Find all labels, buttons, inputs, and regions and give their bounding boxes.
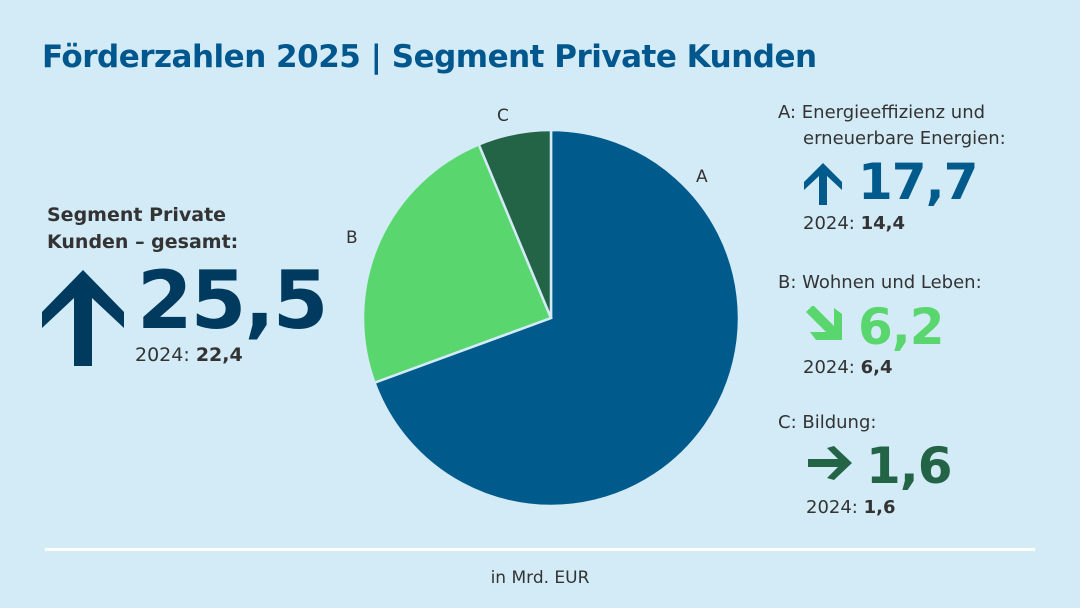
segment-b-value: 6,2 [858, 298, 945, 356]
pie-chart [361, 128, 741, 508]
total-prev-year: 2024: 22,4 [135, 344, 243, 366]
segment-b-prev-year: 2024: 6,4 [803, 357, 893, 378]
total-label-line1: Segment Private [47, 204, 227, 226]
segment-b-label: B: Wohnen und Leben: [778, 272, 982, 293]
pie-slice-c [477, 128, 553, 319]
total-label-line2: Kunden – gesamt: [47, 231, 239, 253]
page-title: Förderzahlen 2025 | Segment Private Kund… [42, 39, 817, 75]
arrow-up-icon [42, 270, 124, 366]
pie-slice-b [361, 142, 553, 385]
pie-label-a: A [696, 167, 708, 187]
segment-c-label: C: Bildung: [778, 412, 877, 433]
arrow-down-right-icon [806, 306, 842, 340]
divider [45, 548, 1035, 551]
segment-a-label-line1: A: Energieeffizienz und [778, 102, 986, 123]
arrow-up-icon [804, 163, 842, 205]
segment-a-prev-year: 2024: 14,4 [803, 213, 906, 234]
arrow-right-icon [808, 446, 852, 480]
segment-c-value: 1,6 [866, 437, 953, 495]
pie-slice-a [372, 128, 741, 508]
segment-c-prev-year: 2024: 1,6 [806, 497, 896, 518]
total-label: Segment Private Kunden – gesamt: [47, 202, 238, 256]
segment-a-value: 17,7 [858, 153, 978, 211]
segment-a-label: A: Energieeffizienz und erneuerbare Ener… [778, 100, 1006, 152]
pie-label-c: C [497, 106, 509, 126]
unit-label: in Mrd. EUR [490, 568, 590, 588]
total-value: 25,5 [137, 254, 328, 347]
segment-a-label-line2: erneuerbare Energien: [803, 128, 1006, 149]
pie-label-b: B [346, 228, 358, 248]
